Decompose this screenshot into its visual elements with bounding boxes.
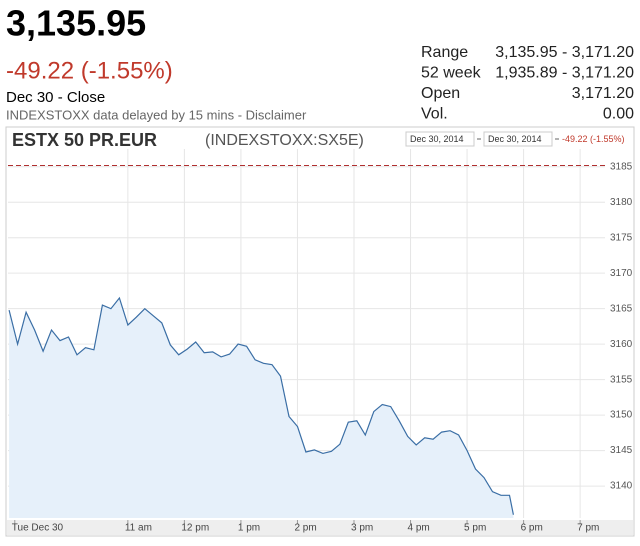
date-box: [483, 131, 553, 147]
stat-label: 52 week: [421, 65, 482, 82]
x-tick-label: Tue Dec 30: [12, 523, 64, 534]
y-tick-label: 3150: [610, 410, 633, 421]
x-tick-label: 1 pm: [238, 523, 260, 534]
y-tick-label: 3145: [610, 445, 633, 456]
y-tick-label: 3185: [610, 161, 633, 172]
range-end: Dec 30, 2014: [488, 134, 542, 144]
x-tick-label: 5 pm: [464, 523, 486, 534]
chart-title: ESTX 50 PR.EUR: [12, 130, 157, 150]
range-change: -49.22 (-1.55%): [562, 134, 625, 144]
stat-label: Vol.: [421, 106, 448, 123]
date-box: [405, 131, 475, 147]
line: [8, 296, 514, 515]
stat-label: Open: [421, 85, 460, 102]
y-tick-label: 3180: [610, 197, 633, 208]
stat-label: Range: [421, 44, 468, 61]
stat-value: 1,935.89 - 3,171.20: [495, 65, 634, 82]
stat-value: 0.00: [603, 106, 634, 123]
status: Dec 30 - Close: [6, 89, 105, 106]
delay-note: INDEXSTOXX data delayed by 15 mins - Dis…: [6, 107, 307, 122]
stat-value: 3,171.20: [572, 85, 634, 102]
range-start: Dec 30, 2014: [410, 134, 464, 144]
chart-subtitle: (INDEXSTOXX:SX5E): [205, 132, 364, 149]
x-tick-label: 3 pm: [351, 523, 373, 534]
x-axis-band: [7, 520, 633, 535]
area: [9, 298, 514, 518]
x-tick-label: 12 pm: [181, 523, 209, 534]
stats-table: Range 3,135.95 - 3,171.20 52 week 1,935.89 …: [421, 44, 634, 123]
y-tick-label: 3165: [610, 303, 633, 314]
x-tick-label: 4 pm: [408, 523, 430, 534]
stat-value: 3,135.95 - 3,171.20: [495, 44, 634, 61]
x-tick-label: 11 am: [125, 523, 152, 534]
y-tick-label: 3155: [610, 374, 633, 385]
price: 3,135.95: [6, 3, 146, 44]
x-tick-label: 2 pm: [294, 523, 316, 534]
x-tick-label: 7 pm: [577, 523, 599, 534]
y-tick-label: 3140: [610, 481, 633, 492]
x-tick-label: 6 pm: [521, 523, 543, 534]
y-tick-label: 3160: [610, 339, 633, 350]
y-tick-label: 3170: [610, 268, 633, 279]
change: -49.22 (-1.55%): [6, 57, 173, 84]
y-tick-label: 3175: [610, 232, 633, 243]
